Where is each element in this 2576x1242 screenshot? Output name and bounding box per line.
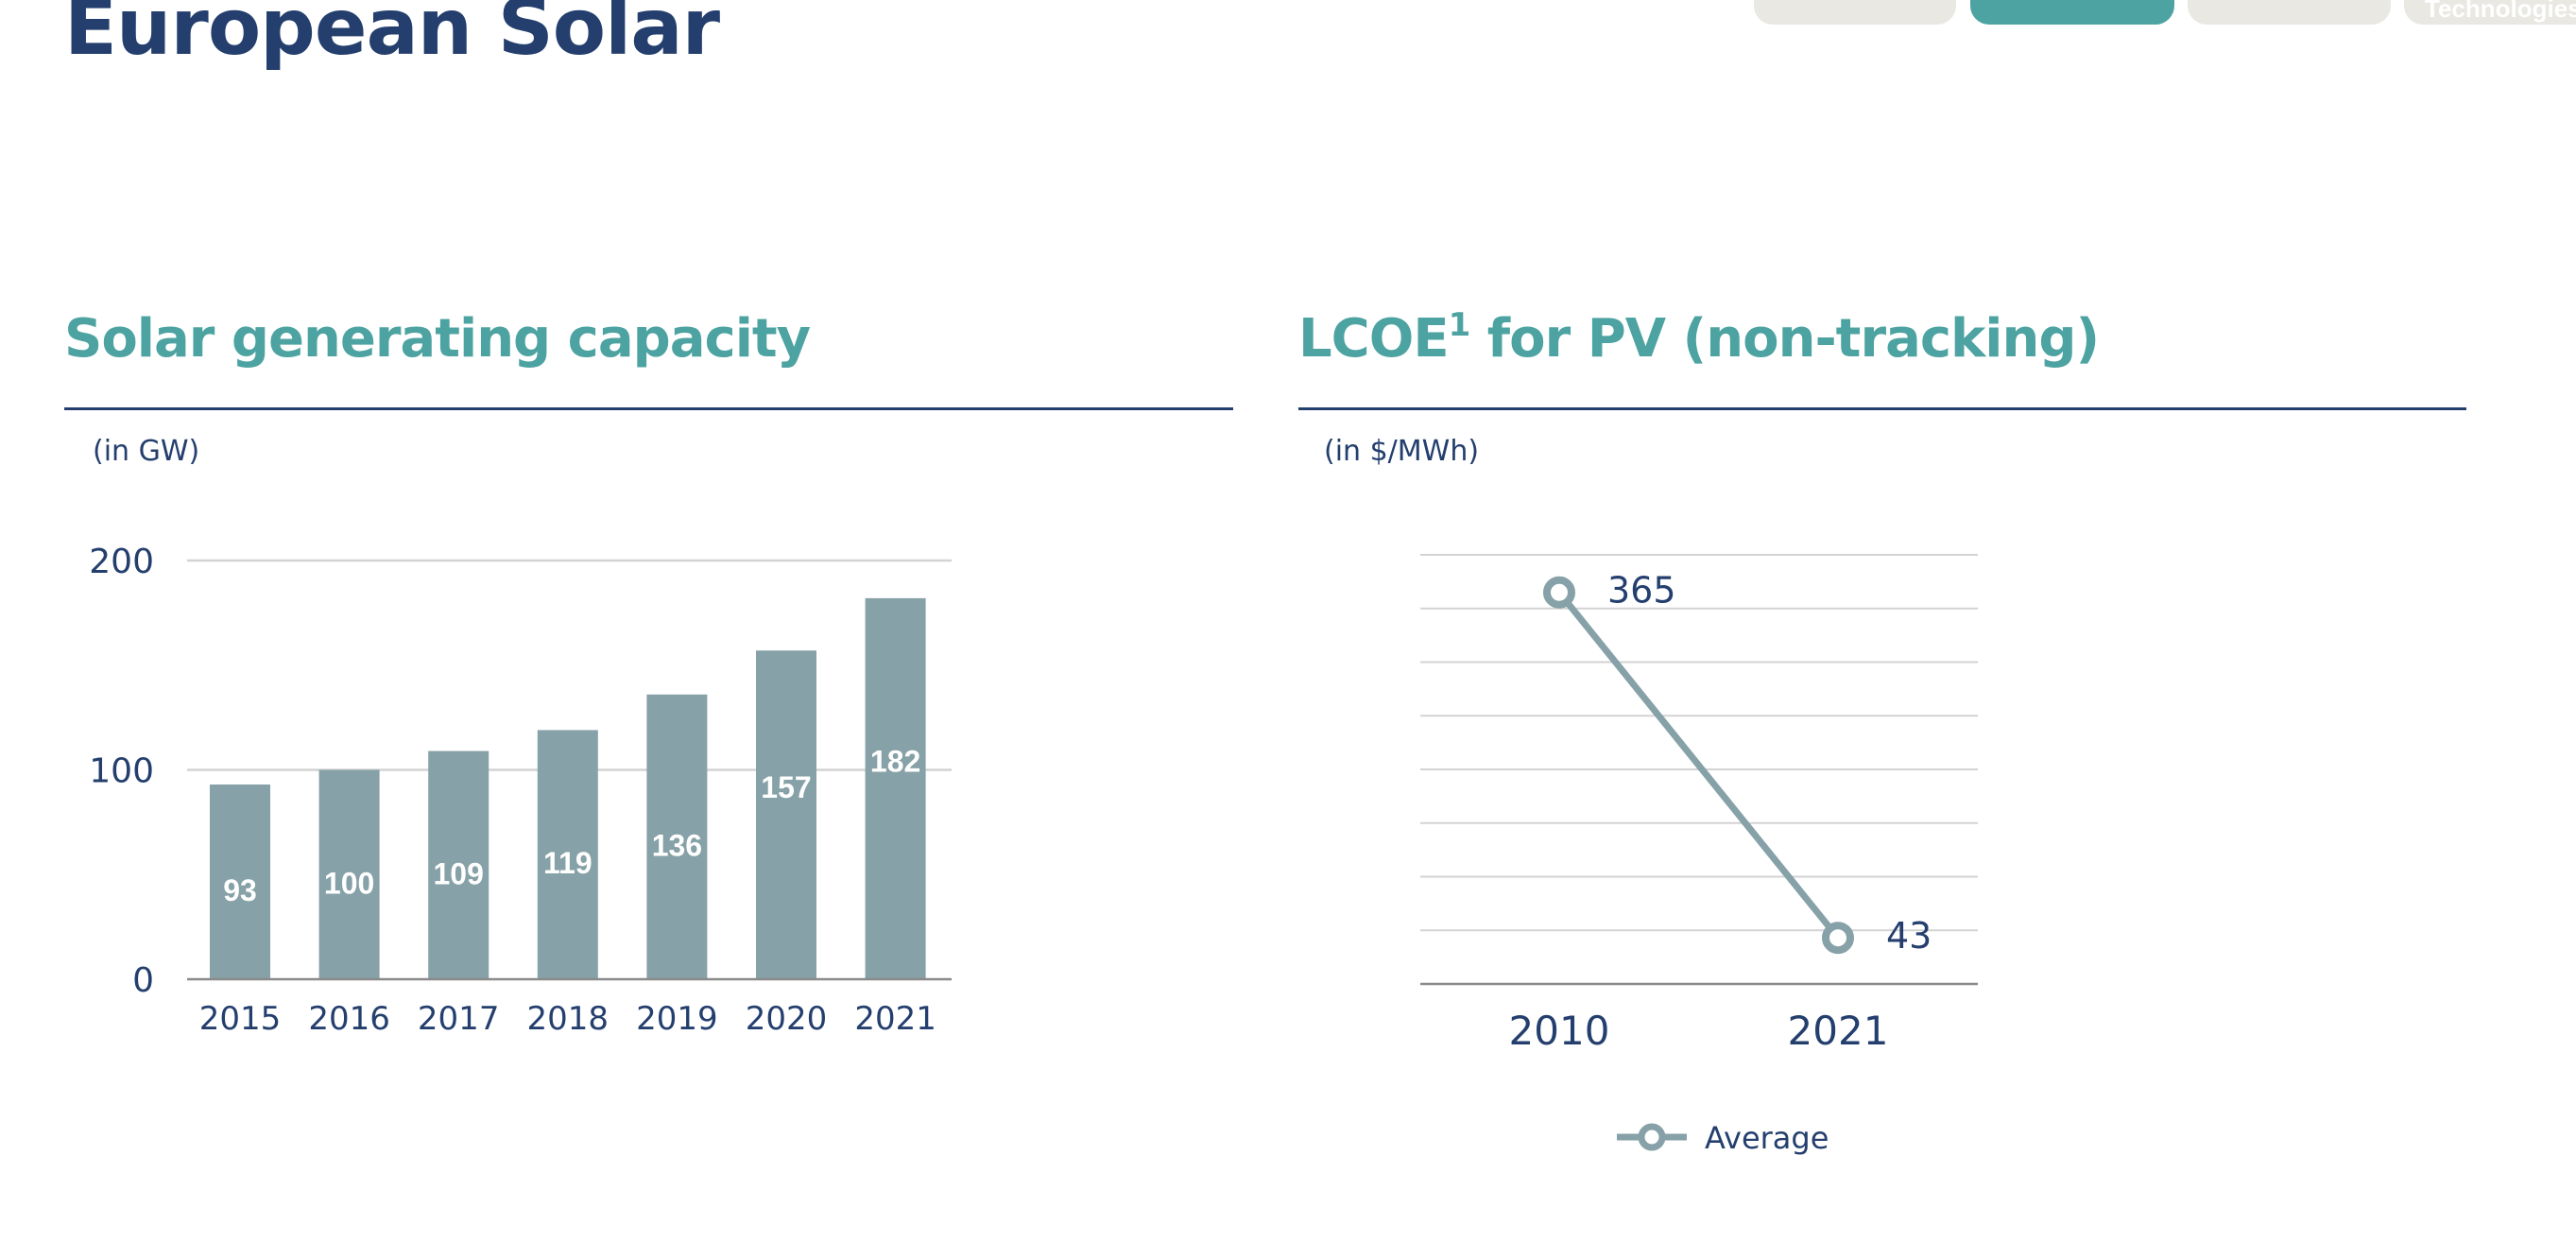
bar-data-label: 157 [761, 770, 811, 804]
line-x-tick-label: 2021 [1788, 1008, 1889, 1054]
line-data-label: 365 [1607, 570, 1676, 612]
tab-bar: Technologies [1754, 0, 2576, 25]
line-data-label: 43 [1886, 915, 1932, 957]
bar [210, 785, 270, 979]
lcoe-section-title: LCOE1 for PV (non-tracking) [1298, 306, 2100, 370]
line-x-tick-label: 2010 [1509, 1008, 1610, 1054]
bar [756, 650, 816, 979]
lcoe-unit-label: (in $/MWh) [1324, 435, 1480, 468]
bar-data-label: 100 [324, 866, 374, 900]
bar-x-tick-label: 2017 [418, 1000, 500, 1038]
bar-data-label: 93 [223, 873, 257, 907]
average-point [1543, 576, 1575, 609]
bar-x-tick-label: 2015 [199, 1000, 282, 1038]
legend-average-marker [1638, 1123, 1666, 1151]
bar-x-tick-label: 2020 [746, 1000, 828, 1038]
capacity-section-rule [64, 407, 1233, 410]
bar-x-tick-label: 2016 [308, 1000, 390, 1038]
bar-data-label: 182 [870, 744, 920, 778]
lcoe-title-footnote: 1 [1448, 306, 1471, 344]
lcoe-title-rest: for PV (non-tracking) [1469, 308, 2100, 370]
page-title: European Solar [64, 0, 720, 73]
average-point [1822, 922, 1854, 955]
bar [646, 694, 708, 979]
bar [865, 597, 926, 979]
bar [428, 750, 489, 979]
bar [318, 769, 380, 979]
bar-y-tick-label: 100 [89, 752, 154, 791]
bar-y-tick-label: 200 [89, 543, 154, 581]
bar-data-label: 136 [652, 828, 702, 862]
bar-x-tick-label: 2021 [854, 1000, 936, 1038]
bar-y-tick-label: 0 [132, 961, 154, 1000]
bar-x-tick-label: 2019 [636, 1000, 718, 1038]
capacity-unit-label: (in GW) [93, 435, 200, 468]
tab-1[interactable] [1754, 0, 1956, 25]
bar-data-label: 119 [543, 846, 592, 880]
tab-3[interactable] [2188, 0, 2391, 25]
tab-technologies[interactable]: Technologies [2404, 0, 2576, 25]
bar-x-tick-label: 2018 [527, 1000, 610, 1038]
tab-2-active[interactable] [1970, 0, 2174, 25]
legend-average-label: Average [1705, 1120, 1829, 1156]
bar [537, 730, 598, 979]
lcoe-title-main: LCOE [1298, 308, 1450, 370]
average-series-line [1556, 590, 1841, 940]
capacity-section-title: Solar generating capacity [64, 308, 811, 370]
lcoe-section-rule [1298, 407, 2466, 410]
bar-data-label: 109 [434, 856, 484, 890]
